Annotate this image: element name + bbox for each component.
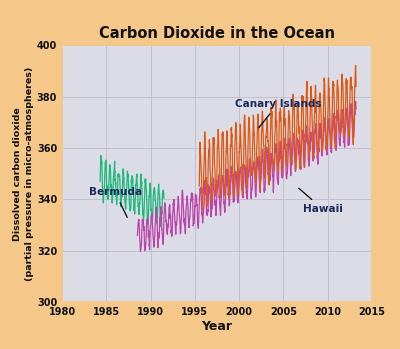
Text: Hawaii: Hawaii (299, 188, 343, 214)
Text: Bermuda: Bermuda (88, 187, 142, 217)
X-axis label: Year: Year (202, 320, 232, 333)
Text: Canary Islands: Canary Islands (235, 99, 321, 128)
Title: Carbon Dioxide in the Ocean: Carbon Dioxide in the Ocean (99, 27, 335, 42)
Y-axis label: Dissolved carbon dioxide
(partial pressure in micro-atmospheres): Dissolved carbon dioxide (partial pressu… (13, 66, 34, 281)
